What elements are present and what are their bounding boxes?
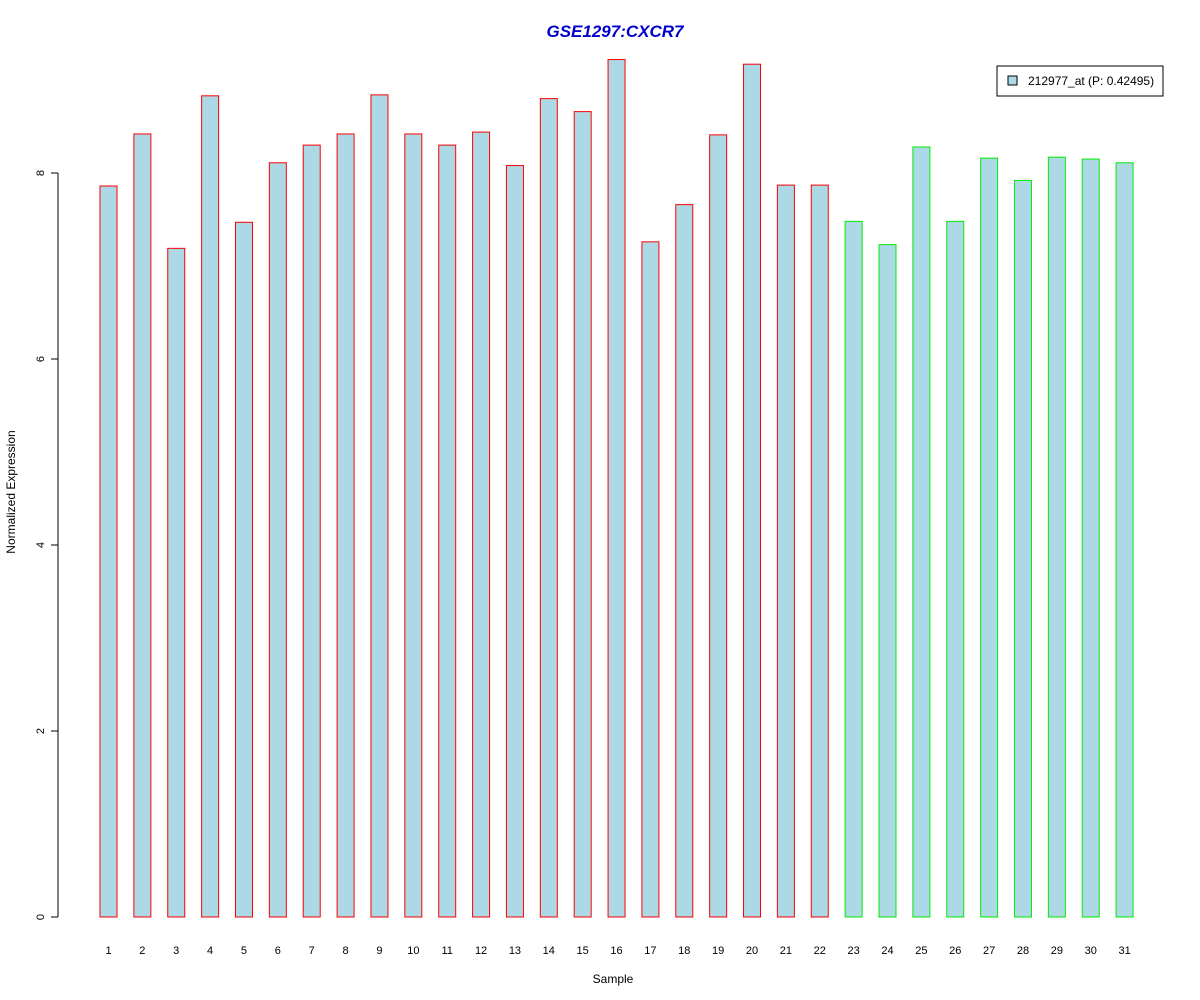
x-tick-label: 28 [1017,945,1029,957]
x-tick-label: 14 [543,945,555,957]
x-tick-label: 17 [644,945,656,957]
y-tick-label: 2 [35,728,47,734]
x-tick-label: 6 [275,945,281,957]
bar [472,131,491,918]
x-tick-label: 1 [105,945,111,957]
x-tick-label: 21 [780,945,792,957]
x-tick-label: 20 [746,945,758,957]
bar [404,133,423,918]
legend-swatch [1007,75,1018,86]
y-axis-title: Normalized Expression [4,430,18,553]
x-tick-label: 24 [881,945,893,957]
bar [912,146,931,918]
bar [946,220,965,918]
bar [980,157,999,918]
x-tick-label: 9 [376,945,382,957]
bar [505,165,524,918]
bar [133,133,152,918]
x-tick-label: 4 [207,945,213,957]
x-tick-label: 19 [712,945,724,957]
bar [539,98,558,918]
bar [743,63,762,918]
x-tick-label: 2 [139,945,145,957]
bar [1013,179,1032,918]
x-tick-label: 11 [441,945,452,957]
bar [234,221,253,918]
bar [167,247,186,918]
x-axis-title: Sample [593,972,634,986]
y-tick-label: 0 [35,914,47,920]
x-tick-label: 13 [509,945,521,957]
bar [99,185,118,918]
x-tick-label: 23 [848,945,860,957]
x-tick-label: 26 [949,945,961,957]
x-tick-label: 25 [915,945,927,957]
x-tick-label: 3 [173,945,179,957]
x-tick-label: 16 [610,945,622,957]
x-tick-label: 18 [678,945,690,957]
x-tick-label: 30 [1085,945,1097,957]
bar [709,134,728,918]
bar [573,111,592,918]
bar [878,244,897,918]
bar [641,241,660,918]
chart-title: GSE1297:CXCR7 [546,22,685,41]
bar [810,184,829,918]
x-tick-label: 7 [309,945,315,957]
bar [1115,162,1134,918]
x-tick-label: 12 [475,945,487,957]
bar [370,94,389,918]
x-tick-label: 31 [1118,945,1130,957]
legend-label: 212977_at (P: 0.42495) [1028,74,1154,88]
bar [1081,158,1100,918]
bar [336,133,355,918]
legend: 212977_at (P: 0.42495) [996,65,1164,97]
bar [268,162,287,918]
x-tick-label: 22 [814,945,826,957]
x-tick-label: 29 [1051,945,1063,957]
bar [201,95,220,918]
x-tick-label: 27 [983,945,995,957]
y-axis: 0 2 4 6 8 [35,170,59,920]
x-tick-labels: 1 2 3 4 5 6 7 8 9 10 11 12 13 14 15 16 17 18 19 20 21 22 23 24 2… [105,945,1130,957]
y-tick-label: 6 [35,356,47,362]
bar [844,220,863,918]
y-tick-label: 8 [35,170,47,176]
bar [1047,156,1066,918]
legend-box [996,65,1164,97]
bars-group [99,59,1134,918]
bar [776,184,795,918]
x-tick-label: 15 [577,945,589,957]
bar [675,204,694,918]
x-tick-label: 10 [407,945,419,957]
bar [438,144,457,918]
bar [302,144,321,918]
y-tick-label: 4 [35,542,47,548]
bar [607,59,626,918]
x-tick-label: 8 [343,945,349,957]
x-tick-label: 5 [241,945,247,957]
